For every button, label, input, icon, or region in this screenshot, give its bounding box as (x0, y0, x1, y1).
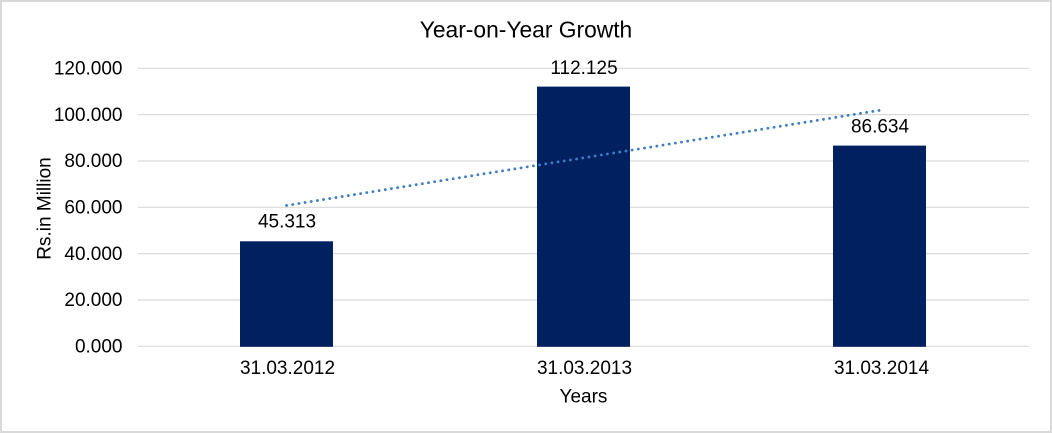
svg-text:112.125: 112.125 (550, 58, 617, 79)
svg-text:40.000: 40.000 (64, 244, 122, 265)
svg-text:0.000: 0.000 (75, 337, 123, 358)
svg-text:Year-on-Year Growth: Year-on-Year Growth (420, 17, 632, 43)
svg-text:20.000: 20.000 (64, 290, 122, 311)
svg-text:Rs.in Million: Rs.in Million (35, 157, 56, 259)
svg-text:80.000: 80.000 (64, 151, 122, 172)
svg-text:Years: Years (560, 387, 608, 408)
svg-text:100.000: 100.000 (54, 105, 123, 126)
svg-text:31.03.2014: 31.03.2014 (834, 358, 930, 379)
svg-text:45.313: 45.313 (258, 211, 316, 232)
svg-text:120.000: 120.000 (54, 59, 123, 80)
svg-text:86.634: 86.634 (851, 116, 910, 137)
svg-text:60.000: 60.000 (64, 198, 122, 219)
svg-text:31.03.2013: 31.03.2013 (537, 358, 632, 379)
svg-text:31.03.2012: 31.03.2012 (240, 358, 335, 379)
